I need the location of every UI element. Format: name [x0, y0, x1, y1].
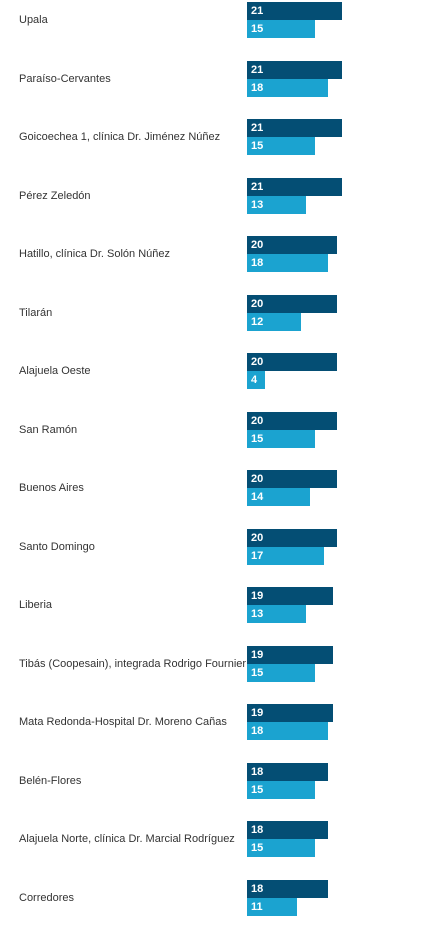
bar-series-2: 15 [247, 781, 315, 799]
chart-row: Tibás (Coopesain), integrada Rodrigo Fou… [0, 646, 421, 705]
bar-series-1: 20 [247, 529, 337, 547]
bar-series-1: 19 [247, 704, 333, 722]
bar-series-1: 21 [247, 119, 342, 137]
bar-series-2: 15 [247, 839, 315, 857]
bar-series-2: 15 [247, 137, 315, 155]
category-label: Alajuela Oeste [19, 364, 91, 378]
chart-row: Mata Redonda-Hospital Dr. Moreno Cañas 19… [0, 704, 421, 763]
bar-series-2: 15 [247, 430, 315, 448]
category-label: Belén-Flores [19, 774, 81, 788]
category-label: Alajuela Norte, clínica Dr. Marcial Rodr… [19, 832, 235, 846]
bar-series-1: 21 [247, 2, 342, 20]
bar-series-1: 21 [247, 61, 342, 79]
category-label: Pérez Zeledón [19, 189, 91, 203]
category-label: Corredores [19, 891, 74, 905]
category-label: Mata Redonda-Hospital Dr. Moreno Cañas [19, 715, 227, 729]
bar-series-1: 20 [247, 470, 337, 488]
category-label: Goicoechea 1, clínica Dr. Jiménez Núñez [19, 130, 220, 144]
category-label: Liberia [19, 598, 52, 612]
bar-series-1: 20 [247, 353, 337, 371]
bar-series-2: 13 [247, 605, 306, 623]
bar-series-1: 19 [247, 646, 333, 664]
chart-row: Goicoechea 1, clínica Dr. Jiménez Núñez 2… [0, 119, 421, 178]
category-label: Buenos Aires [19, 481, 84, 495]
bar-series-1: 20 [247, 412, 337, 430]
category-label: Hatillo, clínica Dr. Solón Núñez [19, 247, 170, 261]
bar-series-1: 21 [247, 178, 342, 196]
bar-series-2: 18 [247, 254, 328, 272]
bar-series-1: 18 [247, 763, 328, 781]
bar-series-1: 20 [247, 295, 337, 313]
category-label: Santo Domingo [19, 540, 95, 554]
bar-series-2: 11 [247, 898, 297, 916]
bar-series-1: 20 [247, 236, 337, 254]
bar-series-2: 4 [247, 371, 265, 389]
category-label: Tibás (Coopesain), integrada Rodrigo Fou… [19, 657, 246, 671]
bar-series-2: 15 [247, 20, 315, 38]
category-label: Tilarán [19, 306, 52, 320]
bar-series-1: 18 [247, 821, 328, 839]
chart-row: Alajuela Norte, clínica Dr. Marcial Rodr… [0, 821, 421, 880]
bar-series-2: 13 [247, 196, 306, 214]
bar-series-1: 19 [247, 587, 333, 605]
category-label: Paraíso-Cervantes [19, 72, 111, 86]
bar-series-2: 12 [247, 313, 301, 331]
bar-series-2: 18 [247, 79, 328, 97]
bar-series-2: 18 [247, 722, 328, 740]
bar-series-2: 17 [247, 547, 324, 565]
category-label: Upala [19, 13, 48, 27]
bar-series-2: 14 [247, 488, 310, 506]
bar-series-2: 15 [247, 664, 315, 682]
bar-series-1: 18 [247, 880, 328, 898]
category-label: San Ramón [19, 423, 77, 437]
